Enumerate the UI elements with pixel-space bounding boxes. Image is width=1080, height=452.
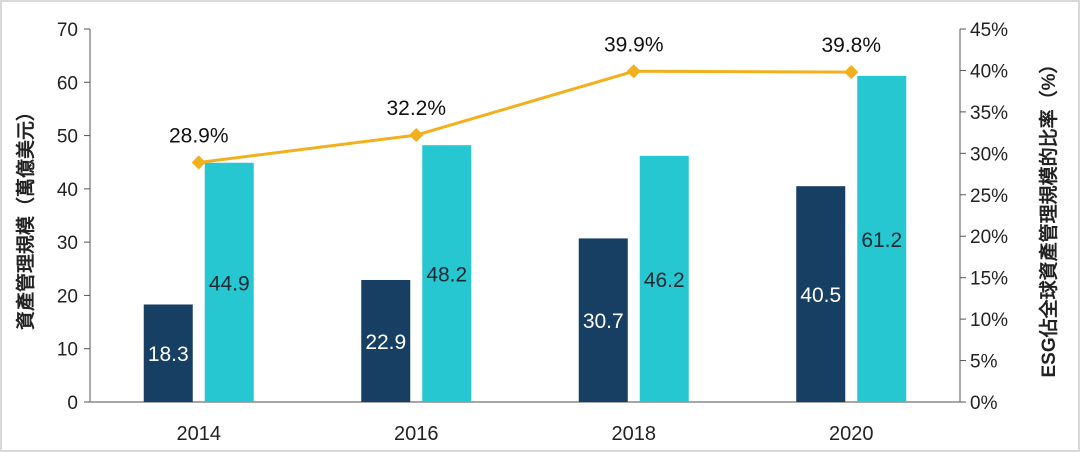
bar-data-label: 18.3	[148, 343, 189, 366]
ratio-line	[198, 69, 852, 164]
bar-esg	[143, 304, 193, 402]
bar-esg	[361, 279, 411, 402]
y2-tick-label: 40%	[970, 61, 1008, 82]
y2-tick-label: 35%	[970, 103, 1008, 124]
y2-tick-label: 10%	[970, 310, 1008, 331]
x-tick-label: 2016	[394, 423, 439, 445]
x-tick-label: 2018	[612, 423, 657, 445]
bar-global	[204, 162, 254, 402]
y2-tick-label: 5%	[970, 352, 998, 373]
y2-tick-label: 0%	[970, 393, 998, 414]
y-tick-label: 70	[57, 20, 78, 41]
bar-data-label: 46.2	[644, 269, 685, 292]
ratio-data-label: 32.2%	[386, 97, 446, 120]
y-tick-label: 10	[57, 340, 78, 361]
y2-tick-label: 20%	[970, 227, 1008, 248]
ratio-marker	[409, 128, 424, 143]
y-tick-label: 50	[57, 127, 78, 148]
y2-tick-label: 15%	[970, 269, 1008, 290]
y-tick-label: 60	[57, 73, 78, 94]
bar-data-label: 44.9	[209, 272, 250, 295]
bar-data-label: 48.2	[426, 264, 467, 287]
x-tick-label: 2020	[829, 423, 874, 445]
bar-global	[857, 75, 907, 403]
ratio-data-label: 39.9%	[604, 33, 664, 56]
y-tick-label: 30	[57, 233, 78, 254]
bar-global	[422, 145, 472, 403]
y-tick-label: 40	[57, 180, 78, 201]
bar-data-label: 30.7	[583, 310, 624, 333]
bar-esg	[796, 186, 846, 402]
ratio-marker	[191, 155, 206, 170]
bar-data-label: 40.5	[800, 284, 841, 307]
ratio-data-label: 39.8%	[821, 34, 881, 57]
bar-data-label: 22.9	[365, 331, 406, 354]
y2-tick-label: 30%	[970, 144, 1008, 165]
x-tick-label: 2014	[177, 423, 222, 445]
y-tick-label: 20	[57, 286, 78, 307]
bar-global	[639, 155, 689, 402]
bar-esg	[578, 238, 628, 402]
ratio-marker	[844, 65, 859, 80]
ratio-data-label: 28.9%	[169, 124, 229, 147]
y-axis-label: 資產管理規模（萬億美元）	[14, 102, 37, 330]
y2-tick-label: 25%	[970, 186, 1008, 207]
y2-tick-label: 45%	[970, 20, 1008, 41]
bar-data-label: 61.2	[861, 229, 902, 252]
y2-axis-label: ESG佔全球資產管理規模的比率（%）	[1037, 54, 1060, 377]
ratio-marker	[626, 64, 641, 79]
y-tick-label: 0	[67, 393, 78, 414]
